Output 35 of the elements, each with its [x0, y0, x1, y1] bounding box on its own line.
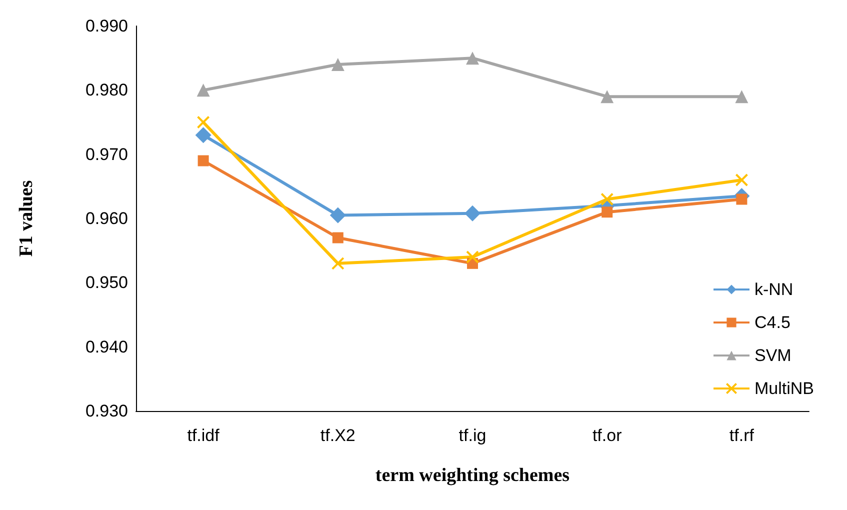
- y-tick-label: 0.940: [85, 337, 128, 356]
- point: [736, 194, 748, 205]
- point: [331, 256, 344, 270]
- legend-label: SVM: [754, 346, 792, 365]
- point: [600, 192, 614, 206]
- point: [466, 52, 479, 65]
- point: [735, 174, 748, 186]
- x-tick-label: tf.idf: [187, 426, 220, 445]
- x-axis-title: term weighting schemes: [375, 465, 570, 486]
- point: [198, 155, 209, 166]
- y-tick-label: 0.970: [85, 144, 128, 164]
- point: [332, 232, 344, 244]
- y-tick-label: 0.990: [85, 16, 128, 36]
- y-axis-title: F1 values: [16, 180, 37, 257]
- y-tick-label: 0.930: [85, 402, 128, 420]
- x-tick-label: tf.rf: [729, 426, 754, 445]
- x-tick-label: tf.X2: [320, 426, 356, 445]
- y-tick-label: 0.950: [85, 273, 128, 292]
- point: [735, 90, 748, 104]
- legend-label: k-NN: [754, 280, 794, 299]
- x-tick-label: tf.or: [592, 426, 622, 445]
- point: [331, 58, 344, 71]
- point: [195, 127, 212, 144]
- point: [600, 90, 614, 104]
- point: [196, 84, 210, 97]
- point: [196, 116, 210, 129]
- point: [464, 205, 480, 222]
- legend-label: C4.5: [754, 313, 790, 332]
- y-tick-label: 0.960: [85, 209, 128, 228]
- point: [602, 206, 613, 218]
- point: [330, 207, 346, 224]
- x-tick-label: tf.ig: [458, 426, 486, 445]
- legend-label: MultiNB: [754, 379, 814, 398]
- y-tick-label: 0.980: [85, 80, 128, 100]
- point: [466, 250, 479, 264]
